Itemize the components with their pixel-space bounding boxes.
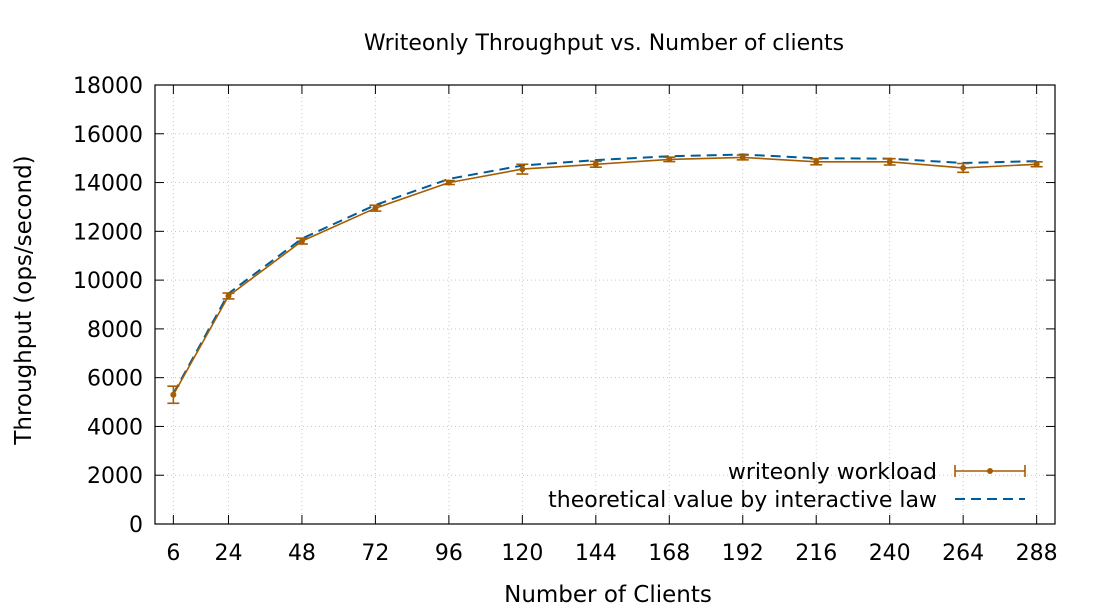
y-tick-label: 14000 (73, 172, 143, 197)
y-tick-label: 6000 (87, 367, 143, 392)
x-tick-label: 120 (501, 541, 543, 566)
chart-title: Writeonly Throughput vs. Number of clien… (364, 31, 844, 56)
y-axis-label: Throughput (ops/second) (11, 155, 37, 445)
data-point (225, 292, 232, 299)
x-tick-label: 96 (435, 541, 463, 566)
x-tick-label: 216 (795, 541, 837, 566)
y-tick-label: 12000 (73, 220, 143, 245)
data-point (813, 158, 820, 165)
legend-label-theoretical: theoretical value by interactive law (548, 488, 937, 513)
data-point (170, 391, 177, 398)
data-point (1033, 161, 1040, 168)
data-point (445, 179, 452, 186)
legend-swatch-point (987, 468, 993, 474)
data-point (592, 161, 599, 168)
x-tick-label: 24 (214, 541, 242, 566)
legend-label-writeonly: writeonly workload (728, 460, 937, 485)
y-tick-label: 4000 (87, 415, 143, 440)
x-tick-label: 192 (722, 541, 764, 566)
plot-border (154, 84, 1056, 525)
x-tick-label: 48 (288, 541, 316, 566)
data-point (960, 164, 967, 171)
data-point (886, 158, 893, 165)
y-tick-label: 16000 (73, 123, 143, 148)
x-tick-label: 168 (648, 541, 690, 566)
x-tick-label: 264 (942, 541, 984, 566)
y-tick-label: 2000 (87, 464, 143, 489)
plot-area (167, 153, 1043, 405)
x-tick-label: 72 (361, 541, 389, 566)
y-tick-label: 8000 (87, 318, 143, 343)
y-tick-label: 18000 (73, 74, 143, 99)
series-line-theoretical (172, 153, 1037, 394)
y-tick-label: 0 (129, 513, 143, 538)
data-point (739, 154, 746, 161)
grid (155, 85, 1055, 524)
x-tick-label: 144 (575, 541, 617, 566)
x-tick-label: 240 (869, 541, 911, 566)
x-tick-label: 288 (1016, 541, 1058, 566)
data-point (298, 238, 305, 245)
legend: writeonly workload theoretical value by i… (548, 460, 1026, 513)
x-tick-label: 6 (166, 541, 180, 566)
y-tick-label: 10000 (73, 269, 143, 294)
data-point (666, 156, 673, 163)
x-axis-label: Number of Clients (504, 582, 712, 608)
data-point (519, 166, 526, 173)
data-point (372, 205, 379, 212)
axes: 0 2000 4000 6000 8000 10000 12000 14000 16000 180… (73, 74, 1058, 566)
series-line-writeonly (172, 156, 1037, 396)
